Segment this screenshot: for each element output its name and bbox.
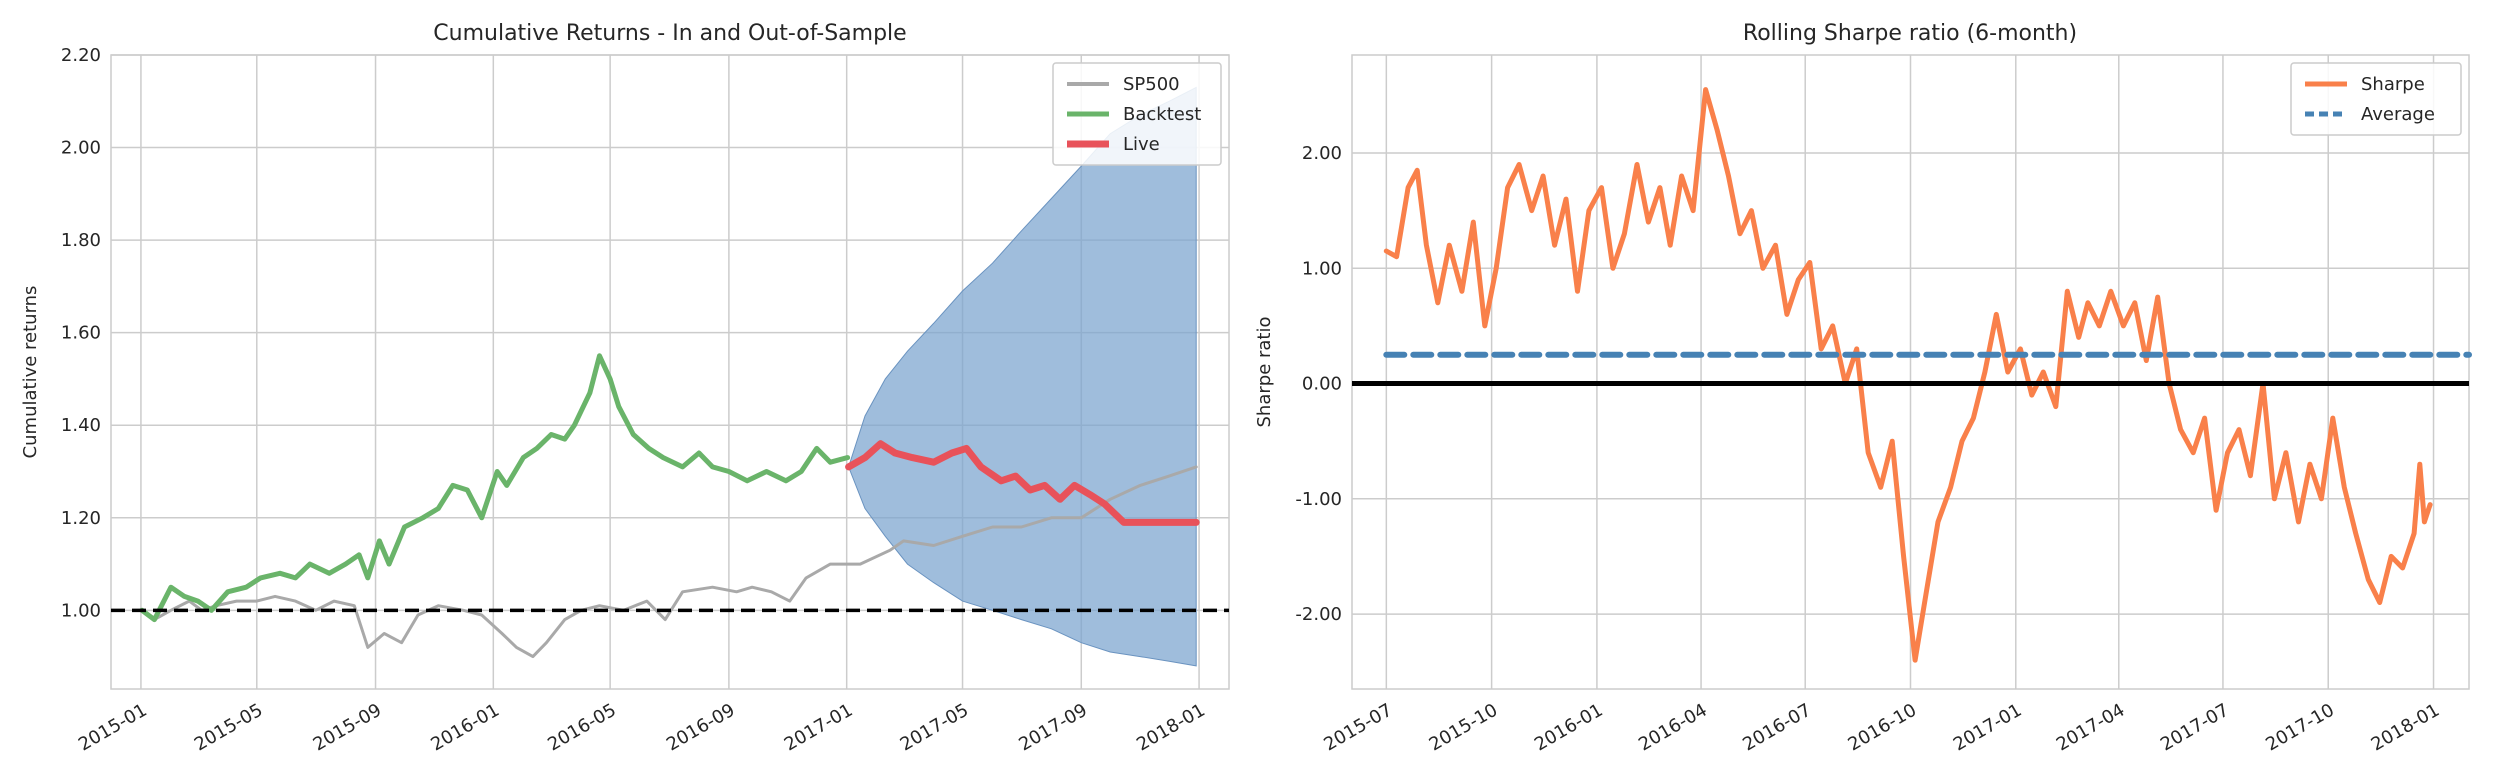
- y-tick-label: 2.00: [1302, 143, 1342, 164]
- series-line-live: [845, 440, 1200, 526]
- y-tick-label: -1.00: [1295, 489, 1342, 510]
- x-tick-label: 2017-07: [2157, 700, 2233, 756]
- x-tick-label: 2016-09: [663, 700, 739, 756]
- x-tick-label: 2016-05: [544, 700, 620, 756]
- chart-title: Rolling Sharpe ratio (6-month): [1743, 21, 2077, 46]
- x-tick-label: 2015-01: [75, 700, 151, 756]
- x-tick-label: 2016-01: [427, 700, 503, 756]
- y-tick-label: -2.00: [1295, 604, 1342, 625]
- x-tick-label: 2017-05: [897, 700, 973, 756]
- y-tick-label: 1.60: [61, 323, 101, 344]
- x-tick-label: 2017-09: [1015, 700, 1091, 756]
- legend-label-sharpe: Sharpe: [2361, 74, 2425, 95]
- y-tick-label: 0.00: [1302, 374, 1342, 395]
- legend-label-live: Live: [1123, 134, 1160, 155]
- y-tick-label: 2.20: [61, 45, 101, 66]
- legend-box: [1052, 62, 1222, 166]
- x-tick-labels: 2015-01 2015-05 2015-09 2016-01 2016-05 2016-…: [75, 700, 1209, 756]
- y-tick-label: 1.40: [61, 415, 101, 436]
- y-tick-label: 1.00: [61, 600, 101, 621]
- chart-title: Cumulative Returns - In and Out-of-Sampl…: [433, 21, 906, 46]
- cone-fill: [848, 86, 1197, 667]
- grid: [1352, 55, 2469, 689]
- y-tick-label: 2.00: [61, 138, 101, 159]
- x-tick-label: 2017-04: [2053, 700, 2129, 756]
- y-tick-label: 1.20: [61, 508, 101, 529]
- x-tick-label: 2015-10: [1426, 700, 1502, 756]
- x-tick-label: 2015-05: [191, 700, 267, 756]
- x-tick-label: 2017-10: [2262, 700, 2338, 756]
- legend: SP500 Backtest Live: [1052, 62, 1222, 166]
- cone-area: [848, 86, 1197, 667]
- legend-box: [2290, 62, 2462, 136]
- series-line-backtest: [139, 353, 851, 623]
- x-tick-label: 2015-07: [1320, 700, 1396, 756]
- x-tick-label: 2017-01: [1950, 700, 2026, 756]
- series-line-sharpe: [1383, 87, 2433, 663]
- x-tick-label: 2016-01: [1531, 700, 1607, 756]
- y-tick-labels: -2.00 -1.00 0.00 1.00 2.00: [1295, 143, 1342, 625]
- x-tick-label: 2018-01: [2368, 700, 2444, 756]
- y-axis-label: Sharpe ratio: [1254, 317, 1275, 428]
- y-axis-label: Cumulative returns: [20, 286, 41, 459]
- legend: Sharpe Average: [2290, 62, 2462, 136]
- y-tick-label: 1.00: [1302, 258, 1342, 279]
- y-tick-labels: 1.00 1.20 1.40 1.60 1.80 2.00 2.20: [61, 45, 101, 621]
- cumulative-returns-chart: 2015-01 2015-05 2015-09 2016-01 2016-05 2016-…: [20, 21, 1230, 756]
- x-tick-labels: 2015-07 2015-10 2016-01 2016-04 2016-07 2016-…: [1320, 700, 2443, 756]
- series-lines: [1383, 87, 2472, 663]
- legend-label-average: Average: [2361, 104, 2435, 125]
- x-tick-label: 2016-10: [1845, 700, 1921, 756]
- x-tick-label: 2016-04: [1635, 700, 1711, 756]
- x-tick-label: 2017-01: [781, 700, 857, 756]
- legend-label-backtest: Backtest: [1123, 104, 1201, 125]
- rolling-sharpe-chart: 2015-07 2015-10 2016-01 2016-04 2016-07 2016-…: [1254, 21, 2472, 756]
- x-tick-label: 2016-07: [1739, 700, 1815, 756]
- x-tick-label: 2018-01: [1133, 700, 1209, 756]
- legend-label-sp500: SP500: [1123, 74, 1180, 95]
- x-tick-label: 2015-09: [310, 700, 386, 756]
- y-tick-label: 1.80: [61, 230, 101, 251]
